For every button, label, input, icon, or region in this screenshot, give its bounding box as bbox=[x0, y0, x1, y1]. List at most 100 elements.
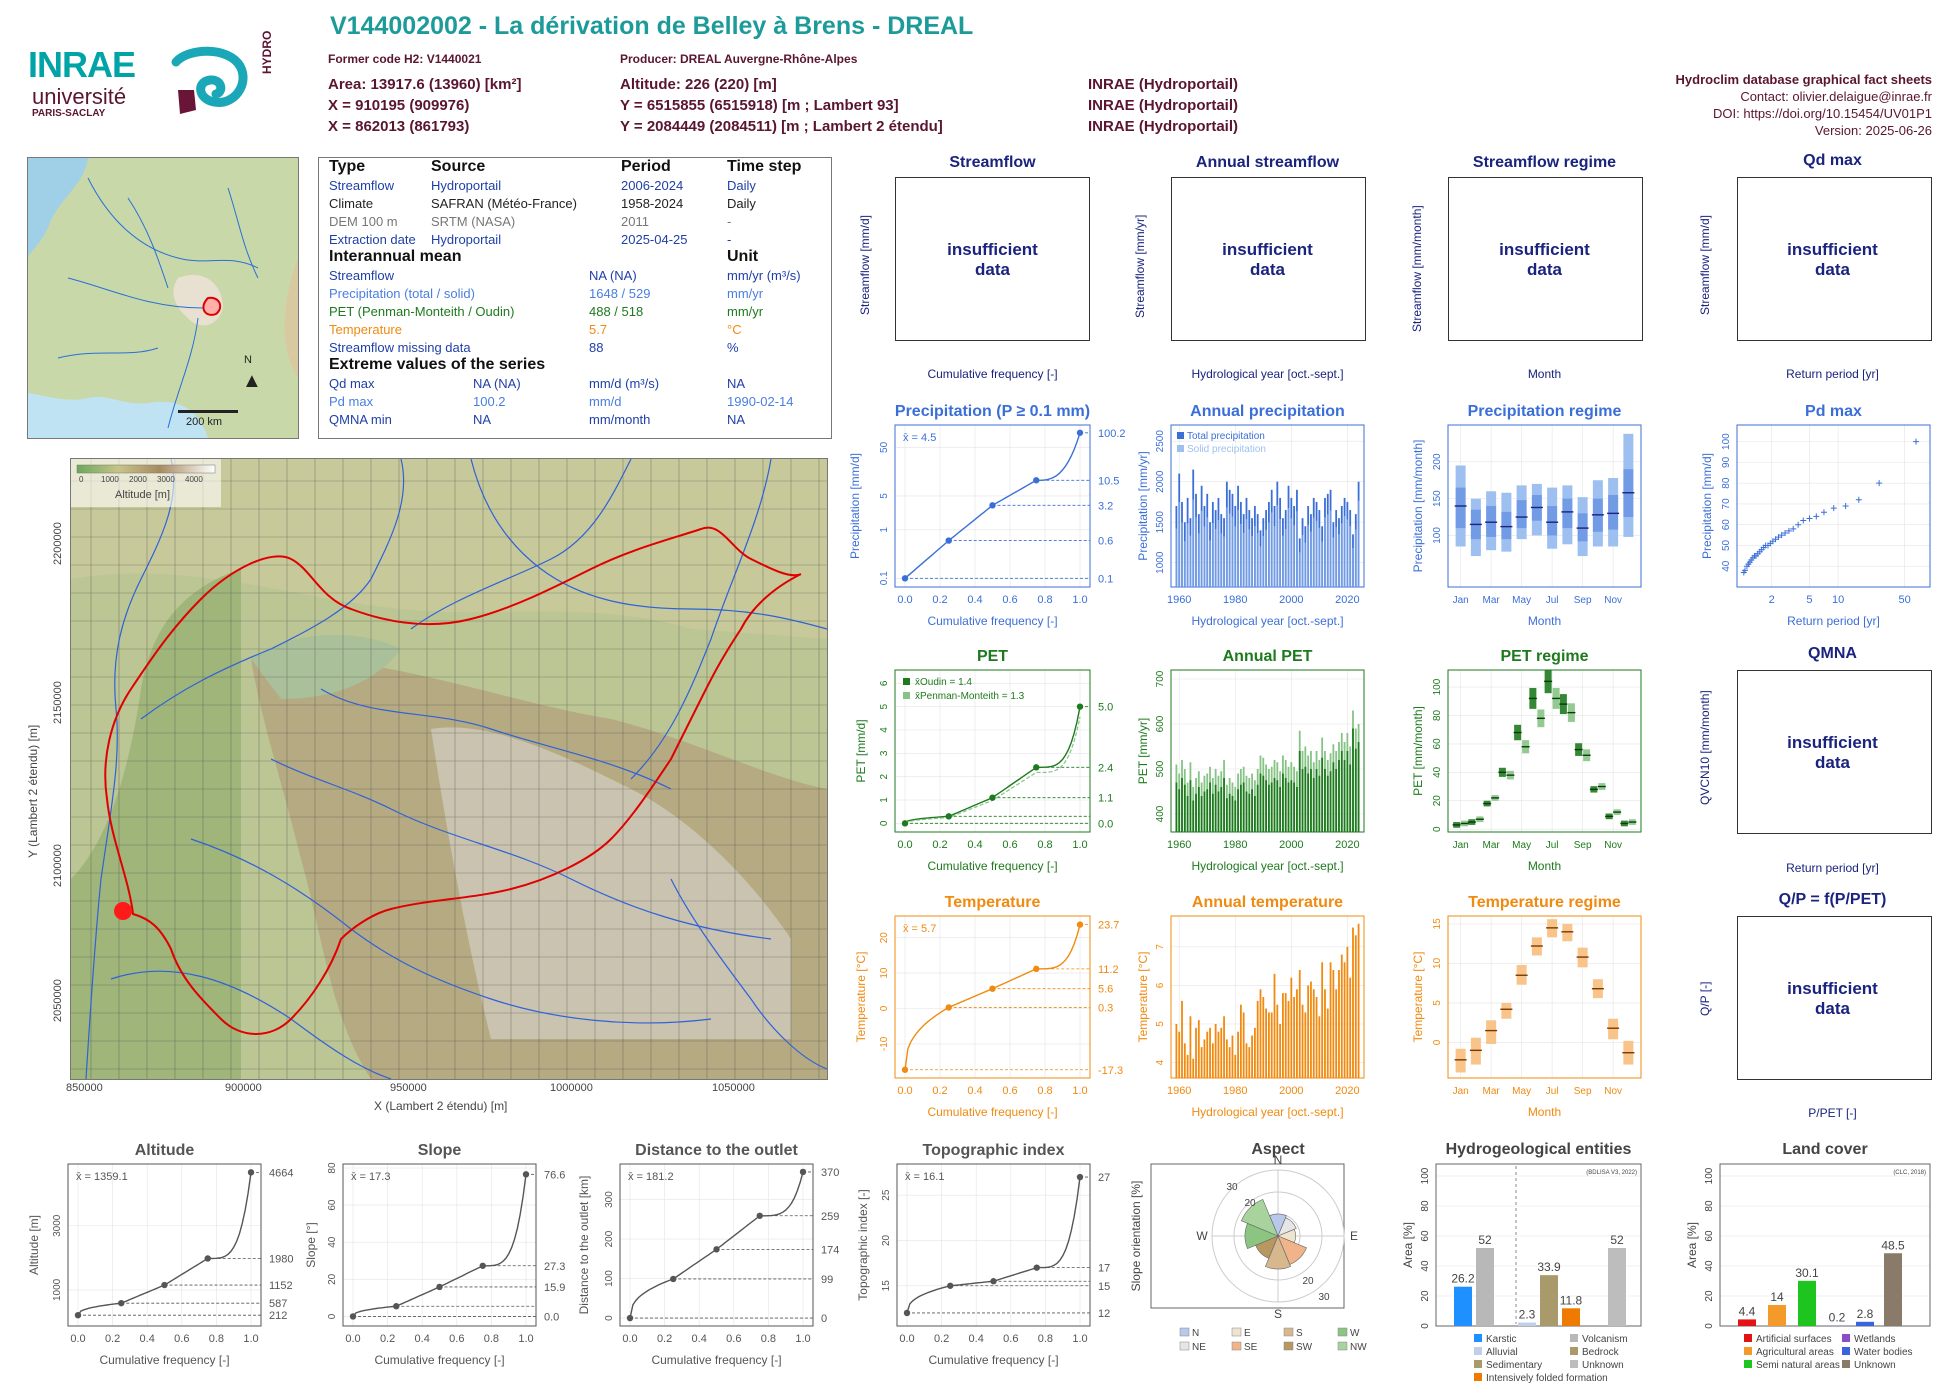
paris-saclay-logo: PARIS-SACLAY bbox=[32, 108, 106, 119]
bar bbox=[1318, 775, 1321, 832]
y-tick-label: 0 bbox=[879, 1005, 890, 1011]
interannual-value: 488 / 518 bbox=[589, 304, 644, 319]
bar bbox=[1335, 769, 1338, 832]
bar bbox=[1259, 773, 1262, 832]
solid-precip-bar bbox=[1304, 542, 1307, 587]
x-tick-label: Jul bbox=[1546, 840, 1559, 851]
annual-streamflow-box bbox=[1171, 177, 1366, 341]
right-tick-label: 259 bbox=[821, 1211, 839, 1223]
unit-title: Unit bbox=[727, 248, 759, 265]
solid-precip-bar bbox=[1296, 511, 1298, 587]
chart-title: Hydrogeological entities bbox=[1446, 1141, 1632, 1158]
bar-value-label: 11.8 bbox=[1560, 1293, 1583, 1307]
legend-swatch bbox=[903, 678, 910, 685]
y-axis-label: PET [mm/d] bbox=[854, 719, 868, 782]
x-tick-label: Mar bbox=[1483, 840, 1501, 851]
mean-label: x̄ = 181.2 bbox=[628, 1171, 674, 1183]
quantile-point bbox=[901, 820, 909, 827]
chart-title: Distance to the outlet bbox=[635, 1142, 798, 1159]
x-tick-label: 0.8 bbox=[1038, 1333, 1053, 1345]
bar bbox=[1349, 977, 1352, 1078]
legend-title: Altitude [m] bbox=[115, 489, 171, 501]
bar bbox=[1248, 793, 1251, 832]
direction-label: W bbox=[1196, 1229, 1208, 1243]
cdf-line bbox=[77, 1172, 252, 1316]
right-tick-label: 17 bbox=[1098, 1263, 1110, 1275]
cdf-line-penman bbox=[904, 716, 1081, 825]
x-tick-label: 2000 bbox=[1279, 1085, 1303, 1097]
bar bbox=[1518, 1322, 1536, 1326]
bar bbox=[1738, 1319, 1756, 1326]
right-tick-label: 587 bbox=[269, 1298, 287, 1310]
bar bbox=[1268, 1012, 1270, 1078]
bar bbox=[1284, 778, 1287, 832]
data-point bbox=[1842, 503, 1849, 509]
solid-precip-bar bbox=[1343, 516, 1346, 587]
bar bbox=[1223, 1016, 1225, 1078]
x-tick-label: 0.0 bbox=[897, 1085, 912, 1097]
bar bbox=[1346, 946, 1349, 1078]
box bbox=[1623, 433, 1634, 537]
bar bbox=[1296, 787, 1298, 832]
x-tick-label: 10 bbox=[1832, 594, 1844, 606]
data-point bbox=[1800, 517, 1807, 524]
inner-box bbox=[1608, 494, 1619, 530]
box bbox=[1531, 483, 1542, 536]
legend-label: SE bbox=[1244, 1342, 1258, 1353]
y-tick-label: 15 bbox=[1432, 918, 1443, 930]
direction-label: S bbox=[1274, 1307, 1282, 1321]
chart-title: Annual PET bbox=[1223, 648, 1313, 665]
inner-box bbox=[1547, 506, 1558, 536]
data-point bbox=[1813, 513, 1820, 520]
quantile-point bbox=[1033, 965, 1040, 973]
map-rivers bbox=[85, 459, 827, 1079]
right-tick-label: 2.4 bbox=[1098, 762, 1113, 774]
legend-label: NW bbox=[1350, 1342, 1367, 1353]
right-tick-label: 12 bbox=[1098, 1308, 1110, 1320]
y-axis-label: Area [%] bbox=[1401, 1222, 1415, 1268]
x-tick-label: 0.8 bbox=[1037, 839, 1052, 851]
y-tick-label: 1 bbox=[879, 527, 890, 533]
bar bbox=[1175, 782, 1178, 832]
y-tick-label: 100 bbox=[1420, 1167, 1431, 1184]
x-tick-label: 0.0 bbox=[345, 1333, 360, 1345]
extreme-label: QMNA min bbox=[329, 412, 392, 427]
legend-swatch bbox=[903, 692, 910, 699]
y-tick-label: 60 bbox=[1432, 738, 1443, 750]
y-tick-label: 2500 bbox=[1155, 430, 1166, 453]
x-tick-label: 0.0 bbox=[899, 1333, 914, 1345]
legend-tick: 2000 bbox=[129, 475, 147, 484]
doi-link[interactable]: DOI: https://doi.org/10.15454/UV01P1 bbox=[1713, 106, 1932, 121]
legend-label: NE bbox=[1192, 1342, 1206, 1353]
legend-label: x̄Oudin = 1.4 bbox=[915, 677, 972, 688]
y-tick-label: 100 bbox=[1432, 527, 1443, 544]
y-tick-label: 1 bbox=[879, 797, 890, 803]
quantile-point bbox=[1076, 921, 1084, 928]
x-tick-label: Jan bbox=[1453, 1086, 1469, 1097]
bar bbox=[1248, 1047, 1251, 1078]
data-point bbox=[1782, 530, 1789, 536]
bar bbox=[1298, 751, 1301, 832]
bar bbox=[1307, 773, 1310, 832]
solid-precip-bar bbox=[1237, 509, 1239, 587]
bar bbox=[1290, 780, 1293, 832]
y-tick-label: 100 bbox=[1704, 1167, 1715, 1184]
source-1: INRAE (Hydroportail) bbox=[1088, 76, 1238, 93]
cdf-line bbox=[906, 1177, 1081, 1314]
chart-title: Topographic index bbox=[923, 1142, 1065, 1159]
y-tick-label: 0 bbox=[1432, 826, 1443, 832]
bar bbox=[1321, 962, 1324, 1078]
y-tick-label: 5 bbox=[879, 493, 890, 499]
y-tick-label: 6 bbox=[1155, 982, 1166, 988]
chart-title: PET bbox=[977, 648, 1008, 665]
x-axis-label: Return period [yr] bbox=[1787, 614, 1880, 628]
y-tick-label: 15 bbox=[881, 1280, 892, 1292]
row-source: Hydroportail bbox=[431, 232, 502, 247]
plot-frame bbox=[67, 1163, 262, 1327]
y-tick-label: 60 bbox=[1420, 1230, 1431, 1242]
streamflow-regime-box bbox=[1448, 177, 1643, 341]
bar bbox=[1310, 981, 1312, 1078]
y-tick-label: 5 bbox=[1155, 1021, 1166, 1027]
y-tick-label: 80 bbox=[1432, 709, 1443, 721]
inner-box bbox=[1501, 511, 1512, 540]
